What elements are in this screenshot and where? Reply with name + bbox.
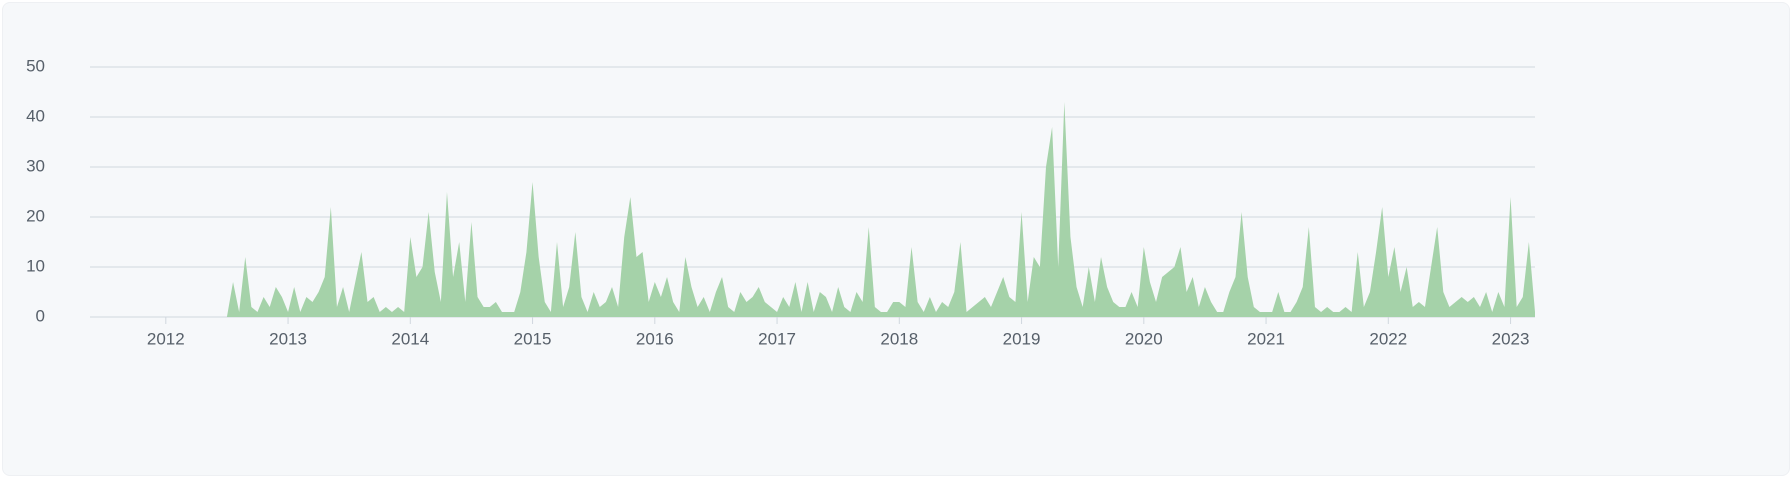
- x-tick-label: 2018: [880, 329, 918, 348]
- area: [92, 102, 1535, 317]
- x-tick-label: 2015: [514, 329, 552, 348]
- x-tick-label: 2013: [269, 329, 307, 348]
- y-tick-label: 40: [26, 106, 45, 125]
- x-tick-label: 2016: [636, 329, 674, 348]
- x-tick-label: 2022: [1369, 329, 1407, 348]
- y-tick-label: 10: [26, 256, 45, 275]
- x-tick-label: 2014: [391, 329, 429, 348]
- y-tick-label: 50: [26, 56, 45, 75]
- y-tick-label: 30: [26, 156, 45, 175]
- y-tick-label: 20: [26, 206, 45, 225]
- y-tick-label: 0: [36, 306, 45, 325]
- x-tick-label: 2023: [1492, 329, 1530, 348]
- x-tick-label: 2012: [147, 329, 185, 348]
- x-tick-label: 2019: [1003, 329, 1041, 348]
- x-tick-label: 2020: [1125, 329, 1163, 348]
- x-tick-label: 2021: [1247, 329, 1285, 348]
- x-tick-label: 2017: [758, 329, 796, 348]
